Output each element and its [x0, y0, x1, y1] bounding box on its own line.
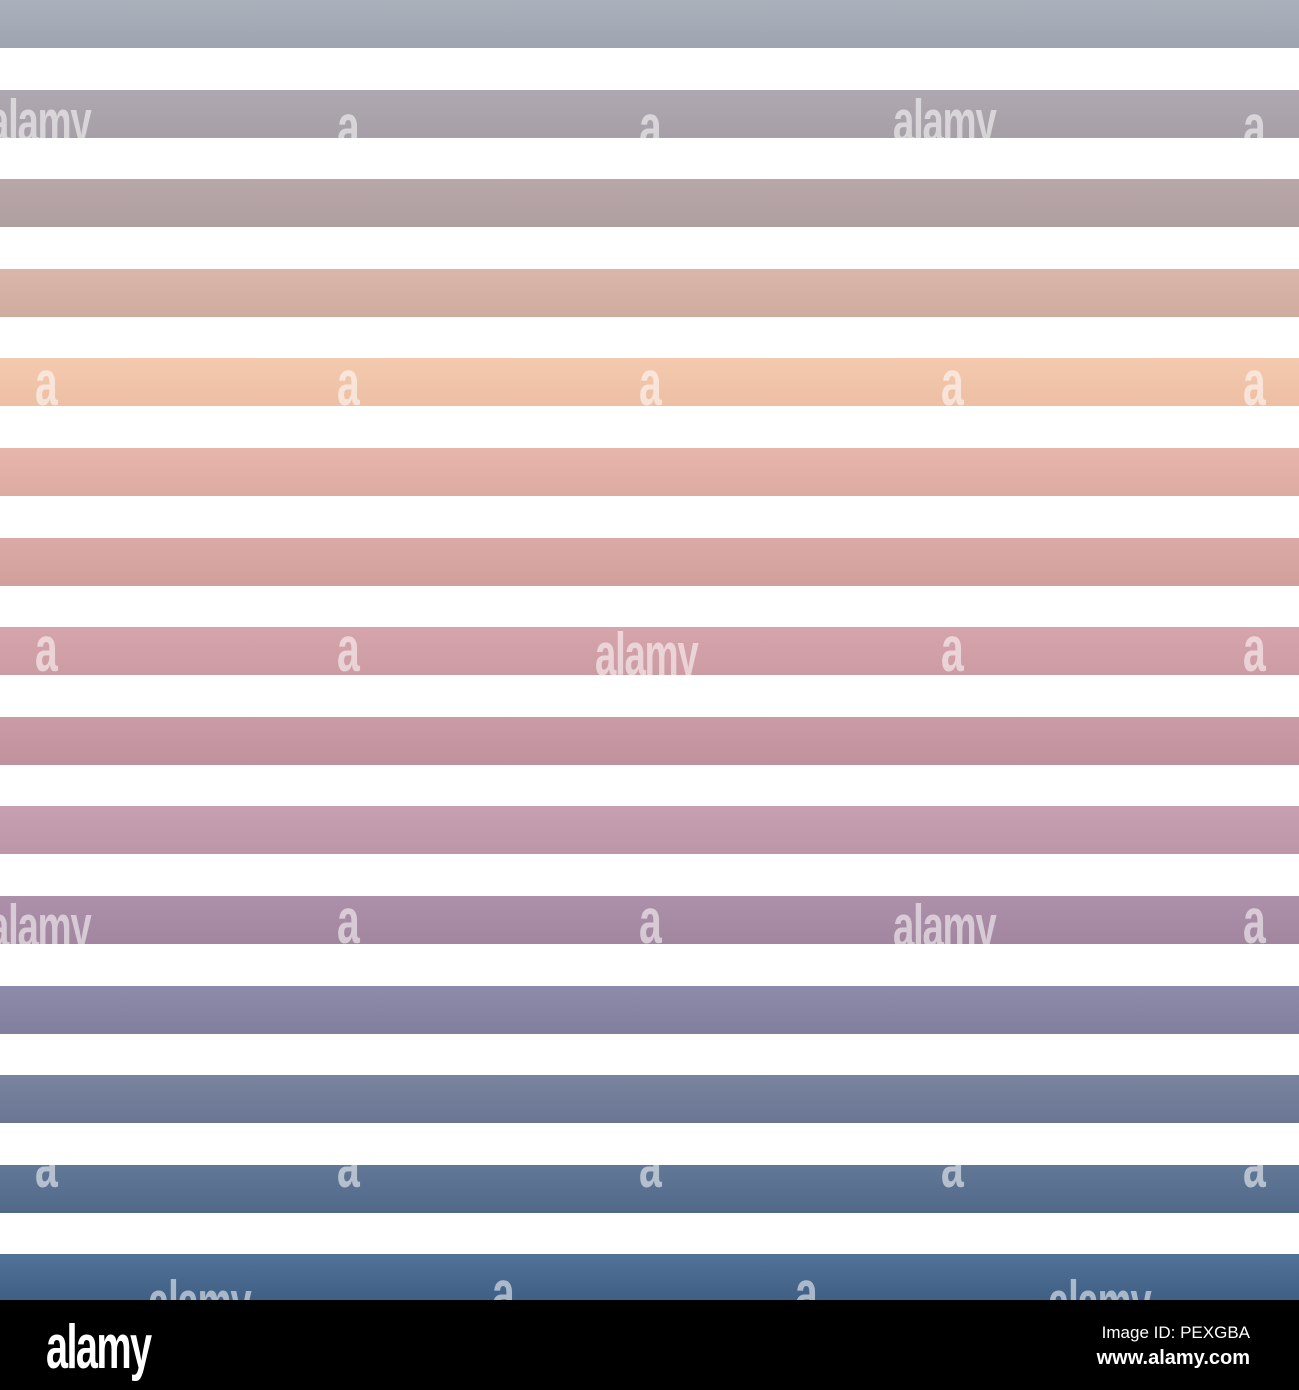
stripe: alamy a a alamy a — [0, 896, 1299, 944]
stripe — [0, 538, 1299, 586]
alamy-watermark-letter: a — [1243, 358, 1266, 406]
alamy-watermark-text: alamy — [893, 90, 997, 139]
alamy-watermark-text: alamy — [893, 896, 997, 945]
alamy-watermark-letter: a — [1243, 896, 1266, 944]
alamy-watermark-text: alamy — [595, 627, 699, 675]
alamy-watermark-letter: a — [337, 627, 360, 675]
image-id-text: Image ID: PEXGBA — [1101, 1323, 1250, 1342]
stripe: a a alamy a a — [0, 627, 1299, 675]
alamy-watermark-text: alamy — [0, 90, 92, 139]
alamy-watermark-letter: a — [941, 358, 964, 406]
stripe: alamy a a alamy a — [0, 90, 1299, 138]
alamy-watermark-letter: a — [35, 1165, 58, 1201]
alamy-watermark-letter: a — [1243, 1165, 1266, 1201]
alamy-watermark-text: alamy — [148, 1273, 252, 1301]
stripe — [0, 448, 1299, 496]
footer-meta: Image ID: PEXGBA www.alamy.com — [1097, 1322, 1250, 1371]
stripe: alamy a a alamy — [0, 1254, 1299, 1300]
stripe — [0, 179, 1299, 227]
stripe — [0, 986, 1299, 1034]
footer-bar: alamy Image ID: PEXGBA www.alamy.com — [0, 1300, 1299, 1390]
alamy-watermark-text: alamy — [0, 896, 92, 945]
alamy-watermark-letter: a — [639, 91, 662, 138]
alamy-watermark-letter: a — [941, 627, 964, 675]
alamy-watermark-letter: a — [639, 358, 662, 406]
alamy-url-text: www.alamy.com — [1096, 1346, 1250, 1369]
stripe — [0, 806, 1299, 854]
alamy-watermark-letter: a — [35, 627, 58, 675]
alamy-watermark-letter: a — [1243, 91, 1266, 138]
stripe — [0, 717, 1299, 765]
alamy-watermark-letter: a — [337, 896, 360, 944]
alamy-logo: alamy — [46, 1313, 152, 1382]
alamy-watermark-letter: a — [337, 1165, 360, 1201]
alamy-watermark-text: alamy — [1048, 1273, 1152, 1301]
stripe — [0, 0, 1299, 48]
alamy-watermark-letter: a — [492, 1257, 515, 1300]
alamy-watermark-letter: a — [795, 1257, 818, 1300]
gradient-stripes-pattern: alamyaaalamyaaaaaaaaalamyaaalamyaaalamya… — [0, 0, 1299, 1300]
alamy-watermark-letter: a — [1243, 627, 1266, 675]
stripe — [0, 1075, 1299, 1123]
alamy-watermark-letter: a — [639, 896, 662, 944]
alamy-watermark-letter: a — [941, 1165, 964, 1201]
stripe — [0, 269, 1299, 317]
alamy-watermark-letter: a — [639, 1165, 662, 1201]
alamy-watermark-letter: a — [337, 358, 360, 406]
alamy-watermark-letter: a — [35, 358, 58, 406]
alamy-watermark-letter: a — [337, 91, 360, 138]
